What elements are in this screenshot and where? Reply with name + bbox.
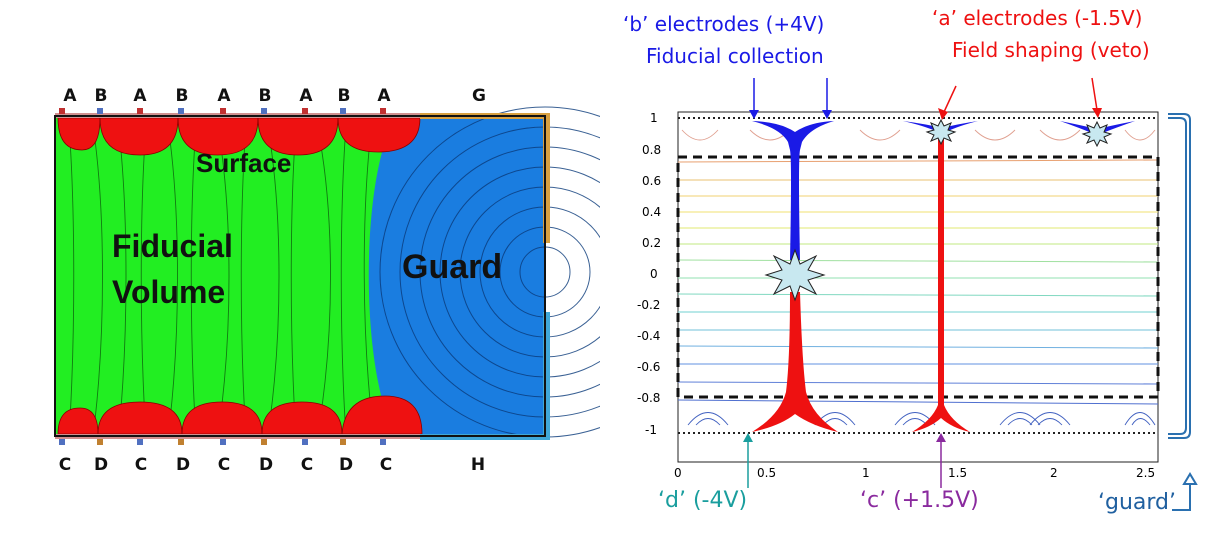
- fiducial-field-lines: [69, 139, 373, 421]
- surface-label: Surface: [196, 148, 292, 178]
- top-electrode-label: A: [217, 86, 231, 106]
- bottom-electrode-label: D: [175, 455, 191, 475]
- bottom-guard-label: H: [470, 455, 486, 475]
- interaction-starburst-top: [925, 118, 957, 146]
- x-tick-label: 0.5: [757, 466, 777, 480]
- top-electrode-label: A: [299, 86, 313, 106]
- bottom-electrode-label: D: [338, 455, 354, 475]
- b-electrodes-label: ‘b’ electrodes (+4V): [623, 12, 825, 36]
- y-tick-label: -1: [645, 423, 657, 437]
- y-tick-label: 0.2: [642, 236, 662, 250]
- fiducial-label: Fiducial: [112, 228, 233, 264]
- y-tick-label: -0.2: [637, 298, 661, 312]
- top-guard-label: G: [472, 86, 486, 106]
- surface-lobes-bottom: [57, 395, 423, 435]
- volume-label: Volume: [112, 274, 226, 310]
- y-tick-label: 0: [650, 267, 658, 281]
- red-track-middle: [912, 135, 970, 432]
- d-electrode-label: ‘d’ (-4V): [658, 488, 748, 513]
- annotation-arrows: [743, 77, 1102, 488]
- y-tick-label: 0.8: [642, 143, 662, 157]
- right-plot-panel: 1 0.8 0.6 0.4 0.2 0 -0.2 -0.4 -0.6 -0.8 …: [620, 0, 1219, 535]
- x-tick-label: 1: [862, 466, 870, 480]
- x-tick-label: 2: [1050, 466, 1058, 480]
- y-tick-label: 0.4: [642, 205, 662, 219]
- bottom-electrode-label: C: [379, 455, 393, 475]
- bottom-electrode-label: D: [258, 455, 274, 475]
- y-tick-label: -0.4: [637, 329, 661, 343]
- guard-electrode-label: ‘guard’: [1098, 490, 1176, 515]
- top-electrode-label: B: [94, 86, 108, 106]
- bottom-electrode-label: C: [58, 455, 72, 475]
- c-electrode-label: ‘c’ (+1.5V): [860, 488, 979, 513]
- surface-lobes-top: [57, 117, 421, 156]
- top-electrode-label: B: [337, 86, 351, 106]
- top-electrode-label: A: [377, 86, 391, 106]
- field-shaping-label: Field shaping (veto): [952, 38, 1150, 62]
- guard-label: Guard: [402, 248, 503, 286]
- fiducial-box: [676, 155, 1160, 399]
- left-diagram-panel: A B A B A B A B A G C D C D C D C D C H …: [0, 0, 600, 535]
- detector-cross-section: [54, 106, 600, 445]
- right-guard-lower: [543, 312, 550, 440]
- top-electrode-label: B: [258, 86, 272, 106]
- y-tick-label: -0.6: [637, 360, 661, 374]
- bottom-electrode-label: C: [134, 455, 148, 475]
- blue-track: [752, 121, 834, 260]
- x-tick-label: 2.5: [1136, 466, 1156, 480]
- guard-bracket: [1168, 113, 1198, 511]
- y-tick-label: 1: [650, 111, 658, 125]
- bottom-electrode-label: C: [300, 455, 314, 475]
- red-track-left: [752, 292, 838, 432]
- contour-lines: [677, 159, 1159, 405]
- fiducial-region: [55, 118, 395, 434]
- electrode-ticks: [59, 108, 386, 445]
- bottom-electrode-label: C: [217, 455, 231, 475]
- detector-outline: [54, 115, 546, 437]
- a-electrodes-label: ‘a’ electrodes (-1.5V): [932, 6, 1143, 30]
- y-tick-label: 0.6: [642, 174, 662, 188]
- top-electrode-label: A: [63, 86, 77, 106]
- x-tick-label: 0: [674, 466, 682, 480]
- field-plot: [676, 77, 1198, 511]
- top-electrode-label: B: [175, 86, 189, 106]
- x-tick-label: 1.5: [948, 466, 968, 480]
- interaction-starburst-center: [764, 248, 826, 302]
- top-electrode-label: A: [133, 86, 147, 106]
- right-guard-upper: [543, 113, 550, 243]
- y-tick-label: -0.8: [637, 391, 661, 405]
- fiducial-collection-label: Fiducial collection: [646, 44, 824, 68]
- interaction-starburst-right: [1081, 120, 1113, 148]
- bottom-electrode-label: D: [93, 455, 109, 475]
- plot-area: [677, 111, 1159, 463]
